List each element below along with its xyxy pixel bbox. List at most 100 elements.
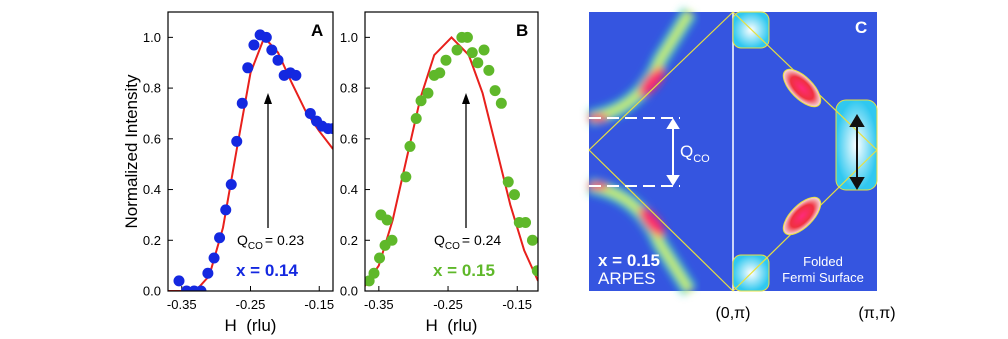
data-point [526, 234, 538, 246]
data-point [173, 275, 185, 287]
data-point [220, 204, 232, 216]
data-point [368, 267, 380, 279]
data-point [451, 44, 463, 56]
data-point [231, 135, 243, 147]
x-tick-label: -0.15 [304, 297, 334, 312]
q-symbol: Q [434, 232, 445, 248]
q-symbol: Q [680, 142, 693, 161]
x-tick-label: -0.15 [502, 297, 532, 312]
y-tick-label: 0.8 [143, 81, 161, 96]
y-tick-label: 0.2 [340, 233, 358, 248]
data-point [202, 267, 214, 279]
data-point [248, 39, 260, 51]
y-tick-label: 1.0 [340, 30, 358, 45]
y-tick-label: 0.6 [143, 131, 161, 146]
y-tick-label: 1.0 [143, 30, 161, 45]
x-axis-label: H (rlu) [225, 316, 277, 335]
q-value: = 0.24 [462, 232, 502, 248]
data-point [208, 252, 220, 264]
y-tick-label: 0.8 [340, 81, 358, 96]
data-point [502, 176, 514, 188]
folded-label: Fermi Surface [782, 270, 864, 285]
y-tick-label: 0.0 [340, 284, 358, 299]
data-point [478, 44, 490, 56]
nesting-arrow [849, 114, 865, 190]
data-point [374, 252, 386, 264]
q-subscript: CO [445, 241, 460, 252]
data-point [236, 97, 248, 109]
y-tick-label: 0.2 [143, 233, 161, 248]
doping-label: x = 0.15 [598, 251, 660, 270]
x-tick-label: -0.35 [167, 297, 197, 312]
data-point [304, 107, 316, 119]
x-tick-label: -0.35 [364, 297, 394, 312]
data-point [242, 62, 254, 74]
data-point [415, 95, 427, 107]
y-tick-label: 0.4 [340, 182, 358, 197]
data-point [381, 214, 393, 226]
arrow-head [264, 93, 272, 104]
q-subscript: CO [693, 153, 710, 165]
panel-c: QCO C x = 0.15 ARPES Folded Fermi Surfac… [587, 7, 896, 322]
data-point [531, 265, 538, 277]
doping-label: x = 0.15 [433, 261, 495, 280]
k-point-label: (0,π) [715, 305, 750, 322]
folded-label: Folded [803, 254, 843, 269]
arc [782, 196, 822, 236]
arpes-map [587, 7, 697, 296]
data-point [327, 123, 333, 135]
qco-annotation: QCO = 0.24 [434, 232, 501, 252]
data-point [404, 140, 416, 152]
data-point [195, 285, 207, 291]
q-subscript: CO [248, 241, 263, 252]
data-point [434, 67, 446, 79]
q-value: = 0.23 [265, 232, 305, 248]
data-point [472, 57, 484, 69]
data-point [440, 54, 452, 66]
k-point-label: (π,π) [858, 305, 895, 322]
chart: 0.0 0.2 0.4 0.6 0.8 1.0 -0.35 -0.25 -0.15 QCO = 0.… [122, 11, 334, 335]
data-point [508, 189, 520, 201]
data-point [260, 31, 272, 43]
arc [782, 68, 822, 108]
data-point [272, 54, 284, 66]
data-point [495, 97, 507, 109]
y-tick-label: 0.4 [143, 182, 161, 197]
qco-label: QCO [680, 142, 710, 165]
qco-annotation: QCO = 0.23 [237, 232, 304, 252]
data-point [489, 85, 501, 97]
x-axis-label: H (rlu) [426, 316, 478, 335]
x-tick-label: -0.25 [236, 297, 266, 312]
doping-label: x = 0.14 [236, 261, 298, 280]
plot-frame [364, 11, 539, 292]
data-point [483, 64, 495, 76]
data-point [225, 178, 237, 190]
y-axis-label: Normalized Intensity [122, 74, 141, 229]
data-point [422, 87, 434, 99]
data-point [461, 31, 473, 43]
fit-line [365, 35, 538, 287]
plot-frame [167, 11, 334, 292]
fit-line [168, 35, 333, 291]
panel-letter: A [311, 21, 323, 40]
data-point [266, 44, 278, 56]
x-tick-label: -0.25 [433, 297, 463, 312]
data-point [290, 69, 302, 81]
data-point [400, 171, 412, 183]
y-tick-label: 0.0 [143, 284, 161, 299]
data-point [214, 232, 226, 244]
data-point [466, 47, 478, 59]
qco-marker [589, 117, 680, 187]
data-point [410, 113, 422, 125]
panel-letter: B [516, 21, 528, 40]
chart: 0.0 0.2 0.4 0.6 0.8 1.0 -0.35 -0.25 -0.15 QCO = 0.… [340, 11, 539, 335]
method-label: ARPES [598, 269, 656, 288]
q-symbol: Q [237, 232, 248, 248]
data-point [386, 234, 398, 246]
y-tick-label: 0.6 [340, 131, 358, 146]
arrow-head [462, 93, 470, 104]
panel-letter: C [855, 18, 867, 37]
data-point [520, 217, 532, 229]
